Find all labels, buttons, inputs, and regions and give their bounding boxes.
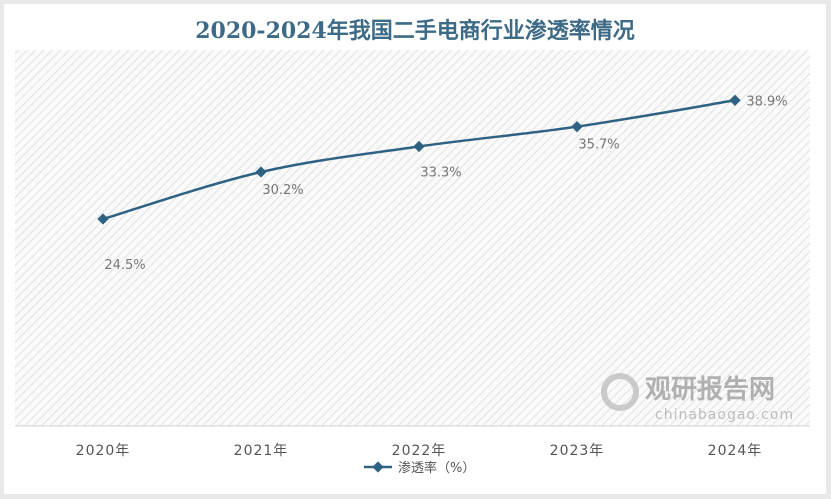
x-tick-label: 2022年 [392, 443, 447, 459]
legend: 渗透率（%） [364, 460, 475, 476]
x-tick-label: 2024年 [708, 443, 763, 459]
legend-label: 渗透率（%） [398, 460, 475, 476]
data-label: 24.5% [104, 258, 145, 273]
data-label: 30.2% [262, 183, 303, 198]
chart-title: 2020-2024年我国二手电商行业渗透率情况 [195, 18, 635, 44]
data-point [255, 166, 267, 178]
x-tick-label: 2020年 [76, 443, 131, 459]
data-label: 35.7% [578, 138, 619, 153]
data-label: 33.3% [420, 165, 461, 180]
data-point [413, 140, 425, 153]
legend-marker-icon [372, 461, 384, 473]
data-label: 38.9% [746, 94, 787, 109]
svg-text:chinabaogao.com: chinabaogao.com [655, 407, 794, 423]
svg-text:观研报告网: 观研报告网 [645, 374, 775, 405]
plot-area [15, 50, 810, 426]
x-tick-label: 2023年 [550, 443, 605, 459]
x-tick-label: 2021年 [234, 443, 289, 459]
watermark-logo: 观研报告网 chinabaogao.com [601, 373, 794, 423]
